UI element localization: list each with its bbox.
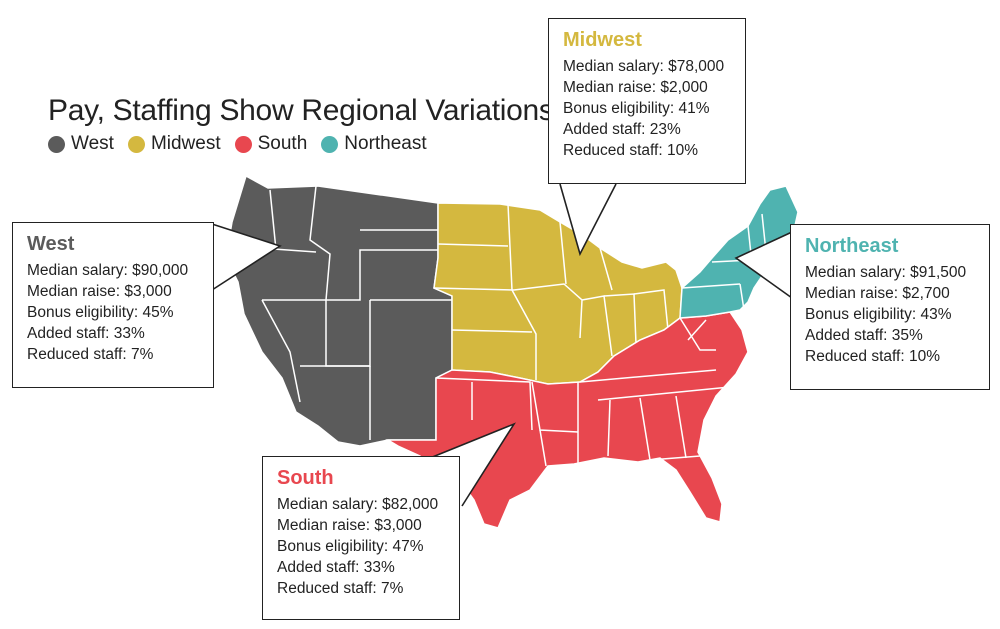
legend-item-west: West — [48, 133, 114, 155]
south-callout-title: South — [277, 467, 334, 489]
northeast-reduced-staff: Reduced staff: 10% — [805, 348, 940, 365]
midwest-callout-pointer — [559, 183, 617, 257]
legend-label-northeast: Northeast — [344, 133, 427, 154]
south-median-salary: Median salary: $82,000 — [277, 496, 439, 513]
region-west-shape — [225, 174, 453, 447]
west-callout-title: West — [27, 233, 75, 255]
legend-item-northeast: Northeast — [321, 133, 427, 155]
midwest-added-staff: Added staff: 23% — [563, 121, 681, 138]
west-added-staff: Added staff: 33% — [27, 325, 145, 342]
south-state-borders — [435, 317, 741, 470]
northeast-added-staff: Added staff: 35% — [805, 327, 923, 344]
west-reduced-staff: Reduced staff: 7% — [27, 346, 154, 363]
legend-swatch-midwest — [127, 135, 145, 153]
legend-swatch-northeast — [321, 135, 339, 153]
northeast-median-salary: Median salary: $91,500 — [805, 264, 967, 281]
west-median-salary: Median salary: $90,000 — [27, 262, 189, 279]
legend-item-midwest: Midwest — [127, 133, 221, 155]
west-median-raise: Median raise: $3,000 — [27, 283, 172, 300]
west-callout-pointer — [211, 223, 282, 291]
midwest-callout: Midwest Median salary: $78,000 Median ra… — [548, 18, 746, 184]
legend-label-south: South — [257, 133, 308, 154]
midwest-median-raise: Median raise: $2,000 — [563, 79, 708, 96]
legend-swatch-south — [234, 135, 252, 153]
northeast-median-raise: Median raise: $2,700 — [805, 285, 950, 302]
midwest-bonus-eligibility: Bonus eligibility: 41% — [563, 100, 710, 117]
map-title: Pay, Staffing Show Regional Variations — [48, 94, 554, 127]
legend-label-west: West — [71, 133, 114, 154]
northeast-callout-title: Northeast — [805, 235, 899, 257]
legend-label-midwest: Midwest — [150, 133, 221, 154]
west-callout: West Median salary: $90,000 Median raise… — [12, 222, 214, 388]
south-bonus-eligibility: Bonus eligibility: 47% — [277, 538, 424, 555]
northeast-callout: Northeast Median salary: $91,500 Median … — [790, 224, 990, 390]
west-bonus-eligibility: Bonus eligibility: 45% — [27, 304, 174, 321]
northeast-bonus-eligibility: Bonus eligibility: 43% — [805, 306, 952, 323]
northeast-callout-pointer — [734, 231, 793, 299]
south-reduced-staff: Reduced staff: 7% — [277, 580, 404, 597]
midwest-reduced-staff: Reduced staff: 10% — [563, 142, 698, 159]
legend-item-south: South — [234, 133, 308, 155]
midwest-callout-title: Midwest — [563, 29, 642, 51]
legend: West Midwest South Northeast — [48, 133, 427, 155]
south-added-staff: Added staff: 33% — [277, 559, 395, 576]
south-median-raise: Median raise: $3,000 — [277, 517, 422, 534]
midwest-state-borders — [433, 203, 669, 380]
south-callout: South Median salary: $82,000 Median rais… — [262, 456, 460, 620]
legend-swatch-west — [48, 135, 65, 153]
midwest-median-salary: Median salary: $78,000 — [563, 58, 725, 75]
